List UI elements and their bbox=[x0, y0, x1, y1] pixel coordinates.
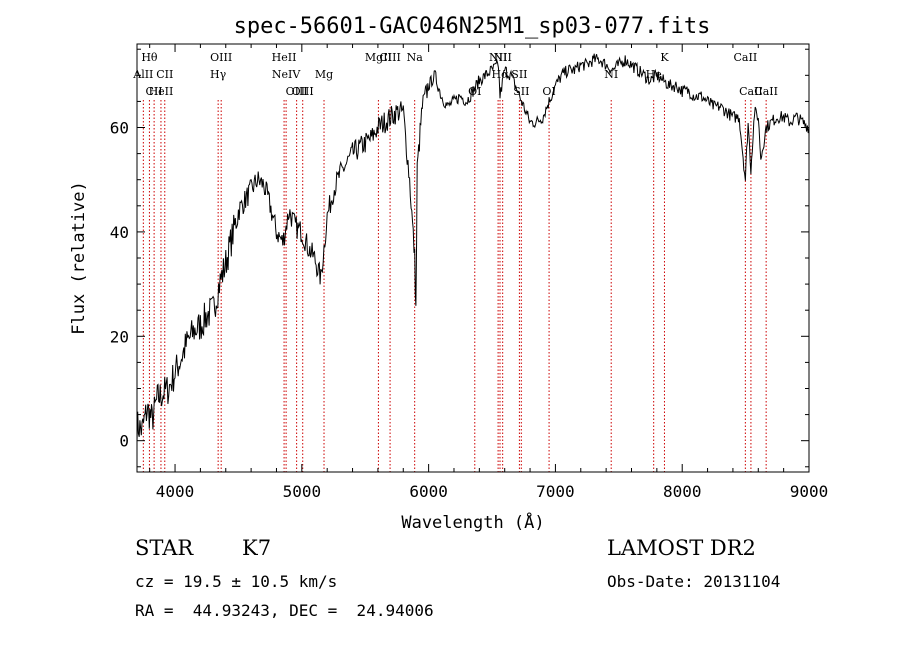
y-tick-label: 60 bbox=[110, 119, 129, 138]
line-marker-label: OIII bbox=[286, 85, 308, 98]
line-marker-label: HeII bbox=[272, 51, 297, 64]
velocity-readout: cz = 19.5 ± 10.5 km/s bbox=[135, 572, 338, 591]
line-marker-label: HeII bbox=[149, 85, 174, 98]
object-class: STAR bbox=[135, 536, 194, 560]
spectrum-line bbox=[136, 53, 810, 442]
y-tick-label: 20 bbox=[110, 327, 129, 346]
line-marker-label: CII bbox=[146, 85, 163, 98]
line-marker-label: CII bbox=[156, 68, 173, 81]
line-marker-label: OIII bbox=[292, 85, 314, 98]
x-tick-label: 8000 bbox=[663, 482, 702, 501]
line-marker-label: NII bbox=[494, 51, 512, 64]
line-marker-label: NII bbox=[489, 51, 507, 64]
line-marker-label: Mg bbox=[315, 68, 333, 81]
line-marker-label: Hγ bbox=[210, 68, 227, 81]
line-marker-label: NI bbox=[604, 68, 618, 81]
y-tick-label: 40 bbox=[110, 223, 129, 242]
line-markers bbox=[142, 100, 767, 472]
y-tick-label: 0 bbox=[119, 432, 129, 451]
line-marker-label: Hα bbox=[491, 68, 509, 81]
line-marker-label: SII bbox=[511, 68, 527, 81]
survey-name: LAMOST DR2 bbox=[607, 536, 756, 560]
y-axis: 0 20 40 60 bbox=[110, 48, 809, 468]
line-marker-label: SII bbox=[513, 85, 529, 98]
line-marker-label: Na bbox=[407, 51, 424, 64]
x-tick-label: 4000 bbox=[156, 482, 195, 501]
line-marker-label: OIII bbox=[210, 51, 232, 64]
x-tick-label: 7000 bbox=[536, 482, 575, 501]
x-tick-label: 6000 bbox=[409, 482, 448, 501]
line-marker-label: CaII bbox=[739, 85, 763, 98]
line-marker-label: CaII bbox=[754, 85, 778, 98]
spectral-subclass: K7 bbox=[242, 536, 272, 560]
line-marker-label: NeIV bbox=[272, 68, 301, 81]
x-tick-label: 9000 bbox=[790, 482, 829, 501]
line-marker-label: Hθ bbox=[141, 51, 158, 64]
line-marker-label: AlII bbox=[132, 68, 153, 81]
obs-date: Obs-Date: 20131104 bbox=[607, 572, 781, 591]
line-marker-label: K bbox=[660, 51, 669, 64]
line-marker-label: CIII bbox=[379, 51, 400, 64]
y-axis-label: Flux (relative) bbox=[69, 181, 89, 335]
coordinates: RA = 44.93243, DEC = 24.94006 bbox=[135, 601, 434, 620]
plot-frame bbox=[136, 43, 810, 473]
x-axis-label: Wavelength (Å) bbox=[401, 511, 544, 533]
x-tick-label: 5000 bbox=[283, 482, 322, 501]
line-marker-label: CaII bbox=[734, 51, 758, 64]
chart-title: spec-56601-GAC046N25M1_sp03-077.fits bbox=[234, 14, 711, 39]
x-axis: 4000 5000 6000 7000 8000 9000 bbox=[149, 44, 829, 501]
line-marker-label: MgII bbox=[365, 51, 392, 64]
